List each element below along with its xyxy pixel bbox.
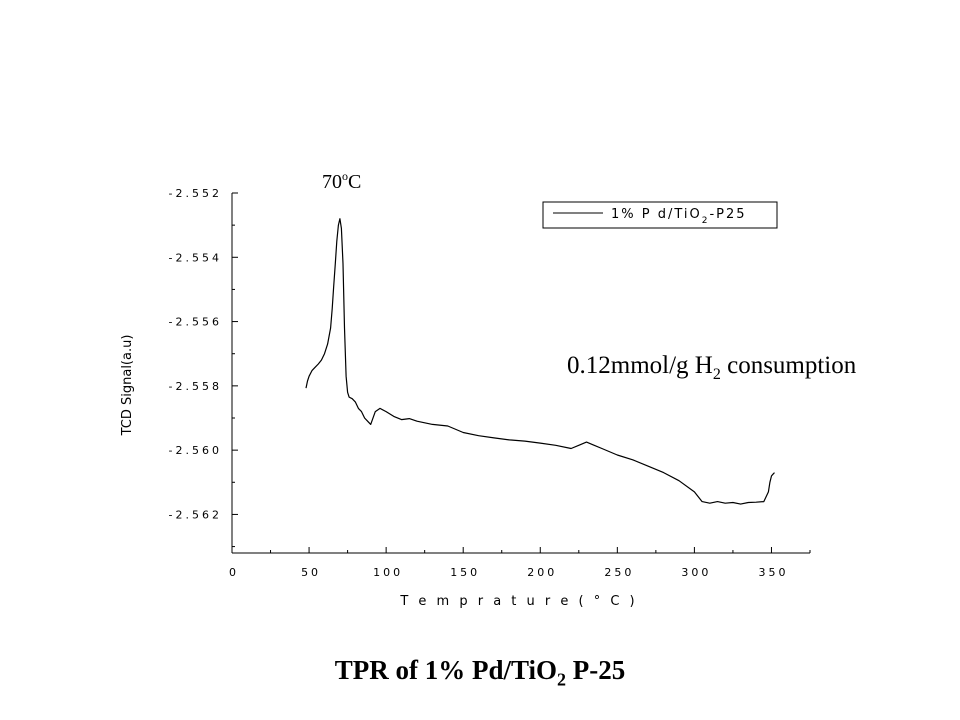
y-tick-label: -2.552 [169,187,222,200]
legend: 1% P d/TiO2-P25 [542,201,778,229]
series-line [305,218,775,505]
x-tick-label: 250 [604,566,634,579]
series-layer [305,218,775,505]
x-tick-label: 0 [229,566,239,579]
x-tick-label: 300 [681,566,711,579]
axes [231,193,810,554]
legend-box [542,201,778,229]
x-tick-label: 150 [450,566,480,579]
y-tick-label: -2.558 [169,380,222,393]
x-tick-label: 100 [373,566,403,579]
peak-label: 70oC [322,169,361,193]
x-tick-label: 50 [301,566,321,579]
legend-label-subscript: 2 [702,216,710,226]
y-tick-label: -2.562 [169,508,222,521]
y-tick-label: -2.556 [169,316,222,329]
y-tick-label: -2.554 [169,251,222,264]
x-ticks: 0 50 100 150 200 250 300 350 [229,547,811,579]
figure-caption: TPR of 1% Pd/TiO2 P-25 [334,655,626,690]
y-ticks: -2.552 -2.554 -2.556 -2.558 -2.560 -2.562 [169,187,238,548]
x-axis-title: T e m p r a t u r e ( ° C ) [399,594,637,609]
x-tick-label: 350 [758,566,788,579]
y-tick-label: -2.560 [169,444,222,457]
consumption-subscript: 2 [713,366,721,383]
peak-label-degree: o [342,169,348,183]
legend-label: 1% P d/TiO2-P25 [611,207,747,226]
y-axis-title: TCD Signal(a.u) [120,335,135,437]
consumption-label: 0.12mmol/g H2 consumption [567,352,857,383]
caption-subscript: 2 [557,669,567,690]
x-tick-label: 200 [527,566,557,579]
